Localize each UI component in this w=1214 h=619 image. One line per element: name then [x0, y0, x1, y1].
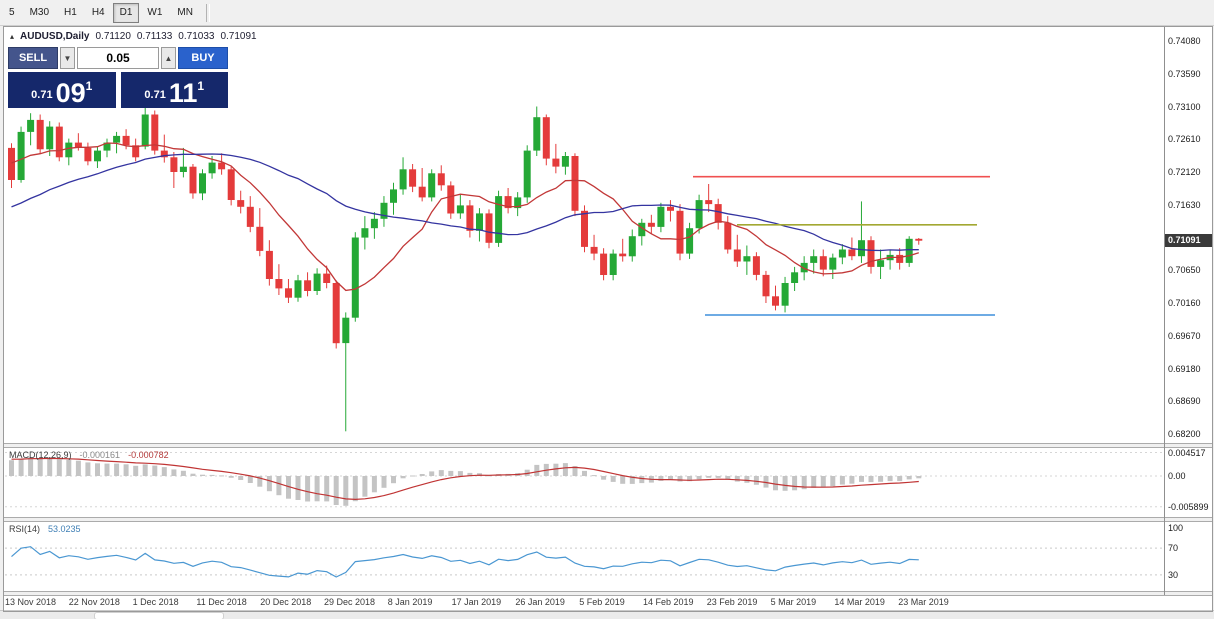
macd-value-main: -0.000161	[79, 450, 121, 460]
tf-button-m30[interactable]: M30	[23, 3, 56, 23]
macd-axis-label: 0.004517	[1168, 447, 1206, 458]
price-axis-label: 0.69670	[1168, 330, 1201, 341]
one-click-trading-panel: SELL ▼ ▲ BUY 0.71 09 1 0.71 11 1	[8, 47, 228, 108]
volume-decrease-button[interactable]: ▼	[60, 47, 75, 69]
buy-button[interactable]: BUY	[178, 47, 228, 69]
price-axis-border-line	[1164, 27, 1165, 595]
date-axis-label: 5 Feb 2019	[579, 597, 625, 607]
price-axis-label: 0.73590	[1168, 68, 1201, 79]
ohlc-close: 0.71091	[220, 31, 257, 42]
trade-panel-toggle-icon[interactable]: ▴	[10, 32, 15, 41]
horizontal-scrollbar[interactable]	[0, 610, 1214, 619]
buy-price-big: 11	[168, 78, 198, 108]
pane-splitter-macd[interactable]	[4, 443, 1212, 448]
date-axis-label: 5 Mar 2019	[770, 597, 817, 607]
volume-increase-button[interactable]: ▲	[161, 47, 176, 69]
macd-header: MACD(12,26,9) -0.000161 -0.000782	[9, 450, 169, 460]
date-axis-label: 22 Nov 2018	[68, 597, 120, 607]
price-axis-label: 0.70160	[1168, 298, 1201, 308]
date-axis-label: 17 Jan 2019	[451, 597, 502, 607]
date-axis-label: 26 Jan 2019	[515, 597, 565, 607]
buy-price-small: 0.71	[144, 89, 166, 101]
price-axis-label: 0.73100	[1168, 101, 1201, 112]
rsi-label: RSI(14)	[9, 524, 41, 534]
macd-axis-label: 0.00	[1168, 471, 1186, 481]
date-axis-label: 20 Dec 2018	[260, 597, 312, 607]
current-price-badge: 0.71091	[1165, 233, 1212, 247]
price-axis-label: 0.69180	[1168, 363, 1201, 374]
rsi-line	[11, 546, 919, 578]
chart-background	[4, 26, 1212, 610]
date-axis-label: 29 Dec 2018	[324, 597, 376, 607]
main-chart-canvas[interactable]	[5, 27, 1164, 443]
macd-value-signal: -0.000782	[128, 450, 169, 460]
macd-label: MACD(12,26,9)	[9, 450, 72, 460]
date-axis-label: 1 Dec 2018	[132, 597, 179, 607]
sell-price-pip: 1	[85, 79, 93, 93]
volume-input[interactable]	[77, 47, 159, 69]
date-axis-label: 11 Dec 2018	[196, 597, 247, 607]
tf-button-d1[interactable]: D1	[112, 2, 140, 23]
sell-price-big: 09	[55, 78, 86, 108]
pane-splitter-rsi[interactable]	[4, 517, 1212, 522]
symbol-title: AUDUSD,Daily	[20, 31, 90, 42]
date-axis[interactable]: 13 Nov 2018 22 Nov 2018 1 Dec 2018 11 Dec 2…	[4, 596, 1212, 610]
chart-ohlc-header: ▴ AUDUSD,Daily 0.71120 0.71133 0.71033 0…	[10, 31, 257, 42]
rsi-axis-label: 70	[1168, 543, 1179, 554]
rsi-value: 53.0235	[48, 524, 81, 534]
ohlc-high: 0.71133	[136, 31, 173, 42]
volume-increase-icon: ▲	[164, 53, 173, 63]
date-axis-label: 14 Feb 2019	[643, 597, 694, 607]
sell-price-display[interactable]: 0.71 09 1	[8, 72, 116, 108]
price-axis-label: 0.72120	[1168, 167, 1201, 177]
trade-prices-row: 0.71 09 1 0.71 11 1	[8, 72, 228, 108]
price-axis-label: 0.71630	[1168, 199, 1201, 210]
volume-decrease-icon: ▼	[63, 53, 72, 63]
buy-price-display[interactable]: 0.71 11 1	[120, 72, 228, 108]
ohlc-open: 0.71120	[95, 31, 131, 42]
tf-button-w1[interactable]: W1	[140, 3, 169, 23]
macd-signal-line	[11, 457, 919, 501]
tf-button-mn[interactable]: MN	[170, 3, 200, 23]
ohlc-low: 0.71033	[178, 31, 215, 42]
date-axis-label: 23 Feb 2019	[706, 597, 758, 607]
tf-button-h4[interactable]: H4	[85, 3, 112, 23]
rsi-axis-label: 30	[1168, 569, 1179, 580]
candles-layer	[8, 106, 923, 432]
macd-histogram	[9, 457, 922, 506]
price-axis-label: 0.68200	[1168, 429, 1201, 440]
date-axis-label: 14 Mar 2019	[834, 597, 885, 607]
tf-button-m5[interactable]: 5	[2, 3, 22, 23]
sell-price-small: 0.71	[31, 89, 53, 101]
price-axis-label: 0.68690	[1168, 396, 1201, 407]
sell-button[interactable]: SELL	[8, 47, 58, 69]
pane-splitter-dates	[4, 591, 1212, 596]
ma-fast-line	[11, 142, 919, 292]
date-axis-label: 13 Nov 2018	[5, 597, 57, 607]
macd-canvas[interactable]	[5, 448, 1164, 518]
date-axis-label: 23 Mar 2019	[898, 597, 949, 607]
ma-slow-line	[11, 153, 919, 252]
macd-axis-label: -0.005899	[1168, 501, 1209, 512]
toolbar-separator	[205, 3, 210, 22]
rsi-header: RSI(14) 53.0235	[9, 524, 81, 534]
buy-price-pip: 1	[197, 79, 205, 93]
price-axis-label: 0.70650	[1168, 265, 1201, 276]
timeframe-toolbar: 5 M30 H1 H4 D1 W1 MN	[0, 0, 1214, 26]
tf-button-h1[interactable]: H1	[57, 3, 84, 23]
scrollbar-thumb[interactable]	[94, 612, 224, 619]
date-axis-label: 8 Jan 2019	[387, 597, 433, 607]
rsi-canvas[interactable]	[5, 522, 1164, 592]
trade-controls-row: SELL ▼ ▲ BUY	[8, 47, 228, 69]
price-axis-label: 0.72610	[1168, 134, 1201, 145]
price-axis-label: 0.74080	[1168, 36, 1201, 46]
rsi-axis-label: 100	[1168, 523, 1184, 533]
